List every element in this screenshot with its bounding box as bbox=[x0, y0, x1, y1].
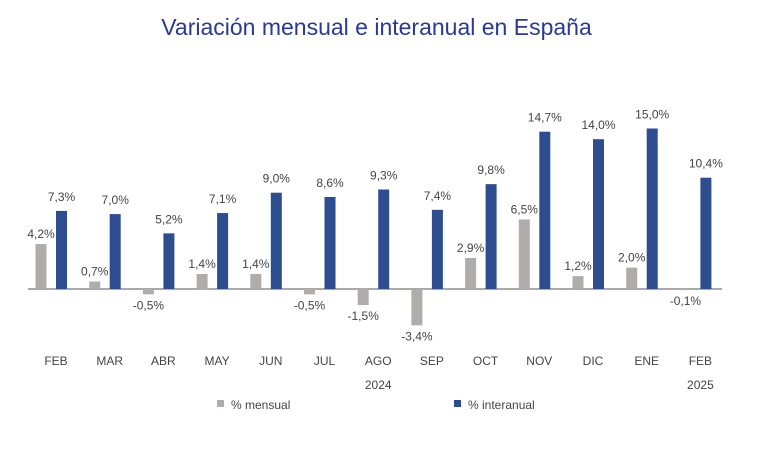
chart-title: Variación mensual e interanual en España bbox=[161, 14, 592, 40]
data-label-interanual: 7,0% bbox=[102, 193, 130, 207]
x-tick-label: OCT bbox=[473, 354, 499, 368]
x-tick-label: AGO bbox=[365, 354, 392, 368]
data-label-interanual: 5,2% bbox=[155, 212, 183, 226]
bar-interanual bbox=[163, 233, 175, 289]
legend-swatch bbox=[217, 400, 224, 407]
data-label-mensual: 4,2% bbox=[27, 227, 55, 241]
data-label-interanual: 9,3% bbox=[370, 168, 398, 182]
data-label-interanual: 7,1% bbox=[209, 192, 237, 206]
data-label-interanual: 9,0% bbox=[263, 172, 291, 186]
data-label-interanual: 15,0% bbox=[635, 108, 669, 122]
x-tick-label: ENE bbox=[634, 354, 659, 368]
data-label-mensual: -0,5% bbox=[294, 298, 326, 312]
data-label-interanual: 10,4% bbox=[689, 157, 723, 171]
x-tick-label: FEB bbox=[689, 354, 712, 368]
legend-label: % mensual bbox=[231, 398, 290, 412]
data-label-mensual: 0,7% bbox=[81, 265, 109, 279]
data-label-mensual: 2,9% bbox=[457, 241, 485, 255]
bar-interanual bbox=[431, 209, 443, 289]
bar-mensual bbox=[142, 289, 154, 295]
data-label-mensual: 1,4% bbox=[188, 257, 216, 271]
data-label-mensual: 1,2% bbox=[564, 259, 592, 273]
bar-interanual bbox=[646, 128, 658, 289]
bar-interanual bbox=[485, 184, 497, 289]
year-label-2024: 2024 bbox=[365, 378, 392, 392]
bar-mensual bbox=[304, 289, 315, 295]
bar-mensual bbox=[518, 219, 530, 289]
bar-mensual bbox=[572, 276, 584, 289]
bar-mensual bbox=[196, 274, 208, 289]
data-label-mensual: -1,5% bbox=[348, 309, 380, 323]
bar-mensual bbox=[626, 267, 638, 289]
bar-interanual bbox=[270, 192, 282, 289]
data-label-mensual: -3,4% bbox=[401, 329, 433, 343]
bar-mensual bbox=[357, 289, 369, 306]
data-label-mensual: -0,1% bbox=[670, 294, 702, 308]
bar-interanual bbox=[109, 214, 121, 289]
bar-interanual bbox=[539, 131, 551, 289]
data-label-interanual: 7,3% bbox=[48, 190, 76, 204]
bar-mensual bbox=[35, 244, 47, 289]
data-label-mensual: -0,5% bbox=[133, 298, 165, 312]
data-label-interanual: 14,0% bbox=[581, 118, 615, 132]
bar-interanual bbox=[56, 210, 67, 289]
x-tick-label: NOV bbox=[526, 354, 552, 368]
year-label-2025: 2025 bbox=[687, 378, 714, 392]
bar-mensual bbox=[465, 257, 477, 289]
bar-interanual bbox=[593, 139, 604, 289]
bar-interanual bbox=[378, 189, 390, 289]
x-tick-label: ABR bbox=[151, 354, 176, 368]
bar-interanual bbox=[324, 196, 336, 289]
data-label-mensual: 1,4% bbox=[242, 257, 270, 271]
bar-mensual bbox=[89, 281, 101, 289]
data-label-interanual: 14,7% bbox=[528, 111, 562, 125]
data-label-interanual: 8,6% bbox=[316, 176, 344, 190]
x-tick-label: JUL bbox=[314, 354, 336, 368]
bar-mensual bbox=[411, 289, 423, 326]
data-label-interanual: 7,4% bbox=[424, 189, 452, 203]
bar-interanual bbox=[217, 213, 229, 289]
x-tick-label: MAR bbox=[96, 354, 123, 368]
legend-label: % interanual bbox=[468, 398, 535, 412]
data-label-mensual: 6,5% bbox=[511, 202, 539, 216]
bar-mensual bbox=[679, 289, 691, 291]
x-tick-label: SEP bbox=[420, 354, 444, 368]
data-label-interanual: 9,8% bbox=[477, 163, 505, 177]
x-tick-label: FEB bbox=[44, 354, 67, 368]
x-tick-label: JUN bbox=[259, 354, 282, 368]
data-label-mensual: 2,0% bbox=[618, 251, 646, 265]
legend-swatch bbox=[454, 400, 461, 407]
bar-mensual bbox=[250, 274, 262, 289]
x-tick-label: MAY bbox=[205, 354, 230, 368]
bar-interanual bbox=[700, 177, 712, 289]
x-tick-label: DIC bbox=[583, 354, 604, 368]
